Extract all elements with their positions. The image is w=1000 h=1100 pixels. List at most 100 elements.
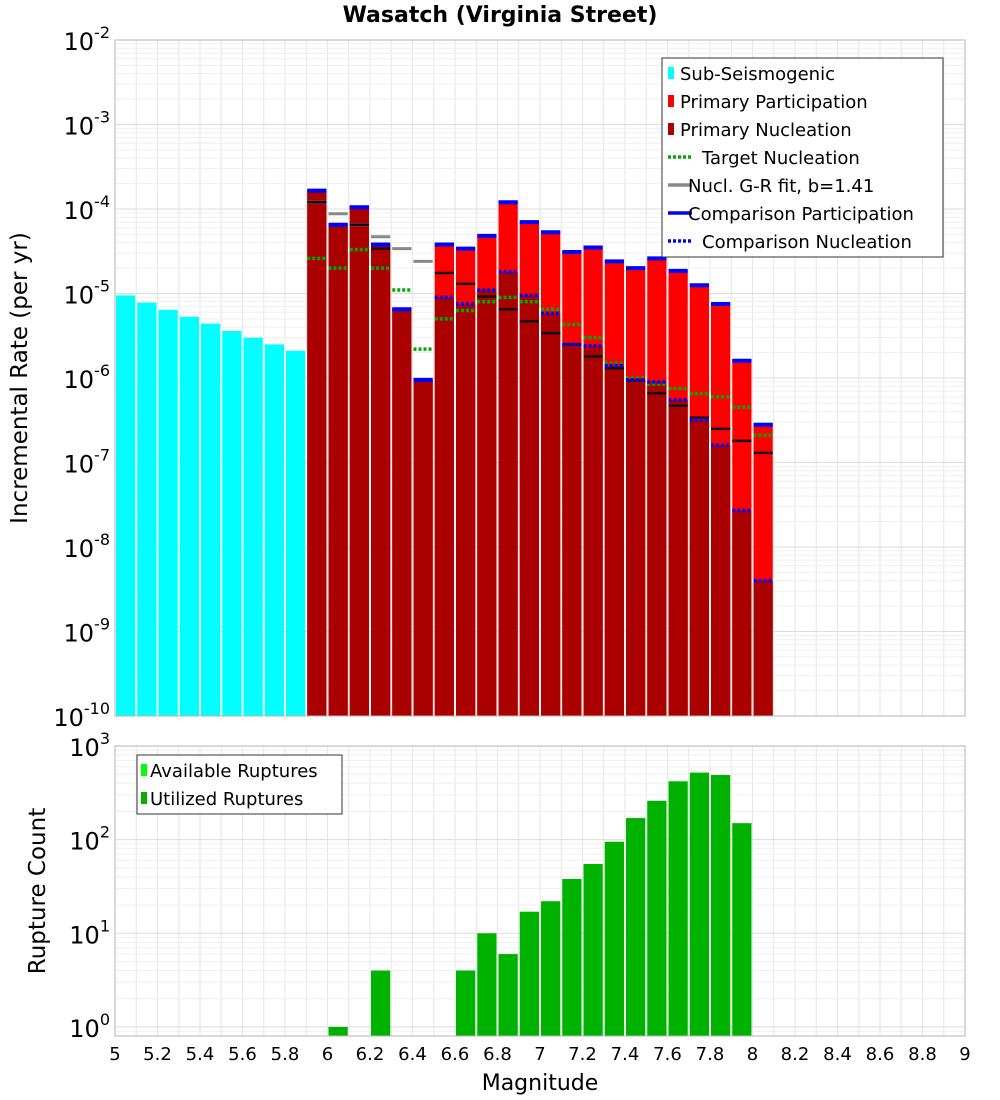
x-tick-label: 7 — [534, 1044, 545, 1065]
y-tick-label: 10-5 — [64, 277, 111, 310]
y-tick-label: 10-8 — [64, 530, 111, 563]
legend-label: Target Nucleation — [701, 148, 860, 169]
x-tick-label: 6.2 — [356, 1044, 385, 1065]
x-tick-label: 8.2 — [781, 1044, 810, 1065]
legend-label: Primary Nucleation — [680, 120, 852, 141]
primary-nucleation-bar — [307, 190, 327, 716]
target-nucleation-markers — [307, 247, 773, 438]
y-tick-label: 10-3 — [64, 108, 111, 141]
legend-label: Primary Participation — [680, 92, 868, 113]
utilized-ruptures-bar — [562, 878, 582, 1036]
legend-label: Comparison Participation — [688, 204, 914, 225]
x-tick-label: 8.4 — [823, 1044, 852, 1065]
primary-nucleation-bar — [349, 207, 369, 716]
utilized-ruptures-bar — [583, 863, 603, 1036]
primary-nucleation-bar — [647, 381, 667, 716]
x-tick-label: 6.4 — [398, 1044, 427, 1065]
primary-nucleation-bar — [668, 399, 688, 716]
count-legend: Available Ruptures Utilized Ruptures — [136, 754, 343, 815]
count-y-tick-label: 101 — [69, 916, 110, 949]
utilized-ruptures-bar — [604, 841, 624, 1036]
primary-nucleation-bar — [583, 345, 603, 716]
x-tick-label: 5.6 — [228, 1044, 257, 1065]
count-y-tick-label: 102 — [69, 823, 110, 856]
utilized-ruptures-bar — [689, 772, 709, 1036]
legend-label: Utilized Ruptures — [150, 789, 303, 810]
sub-seismogenic-bar — [137, 302, 157, 716]
x-tick-label: 5.8 — [271, 1044, 300, 1065]
y-tick-label: 10-2 — [64, 23, 111, 56]
legend-label: Nucl. G-R fit, b=1.41 — [688, 176, 874, 197]
primary-nucleation-bar — [413, 379, 433, 716]
x-tick-label: 5.2 — [143, 1044, 172, 1065]
utilized-ruptures-bar — [477, 933, 497, 1036]
utilized-ruptures-bar — [456, 970, 476, 1036]
sub-seismogenic-bar — [264, 344, 284, 716]
sub-seismogenic-bar — [201, 323, 221, 716]
utilized-ruptures-bar — [732, 823, 752, 1036]
comparison-nucleation-markers — [328, 205, 773, 583]
primary-nucleation-bar — [626, 379, 646, 716]
x-tick-label: 9 — [959, 1044, 970, 1065]
count-y-tick-label: 100 — [69, 1010, 110, 1043]
x-axis-label: Magnitude — [482, 1071, 599, 1096]
count-bars — [328, 772, 752, 1036]
primary-nucleation-bar — [711, 445, 731, 716]
primary-nucleation-bar — [477, 290, 497, 716]
legend-label: Available Ruptures — [150, 761, 318, 782]
x-tick-label: 6.8 — [483, 1044, 512, 1065]
primary-nucleation-bar — [434, 297, 454, 716]
sub-seismogenic-bar — [286, 350, 306, 716]
utilized-ruptures-bar — [519, 911, 539, 1036]
legend-swatch — [668, 123, 674, 135]
x-tick-label: 6 — [322, 1044, 333, 1065]
utilized-ruptures-bar — [626, 818, 646, 1036]
primary-nucleation-bar — [519, 295, 539, 716]
utilized-ruptures-bar — [371, 970, 391, 1036]
sub-seismogenic-bar — [116, 295, 136, 716]
y-tick-label: 10-7 — [64, 446, 111, 479]
utilized-ruptures-bar — [668, 781, 688, 1036]
y-axis-label: Incremental Rate (per yr) — [7, 232, 33, 524]
count-y-axis-label: Rupture Count — [25, 808, 51, 974]
sub-seismogenic-bar — [243, 337, 263, 716]
x-tick-label: 7.2 — [568, 1044, 597, 1065]
sub-seismogenic-bar — [179, 316, 199, 716]
primary-nucleation-bar — [541, 313, 561, 716]
y-tick-label: 10-9 — [64, 615, 111, 648]
gr-fit-black-markers — [307, 201, 773, 455]
count-y-tick-label: 103 — [69, 729, 110, 762]
utilized-ruptures-bar — [498, 954, 518, 1036]
legend-swatch — [668, 95, 674, 107]
primary-nucleation-bar — [456, 304, 476, 716]
rate-plot-border — [114, 39, 966, 717]
legend-label: Comparison Nucleation — [702, 232, 912, 253]
utilized-ruptures-bar — [647, 800, 667, 1036]
utilized-ruptures-bar — [328, 1026, 348, 1036]
comparison-participation-markers — [307, 188, 773, 427]
x-tick-label: 7.4 — [611, 1044, 640, 1065]
count-plot-border — [114, 745, 966, 1037]
primary-nucleation-bar — [371, 244, 391, 716]
utilized-ruptures-bar — [711, 775, 731, 1036]
x-tick-label: 5.4 — [186, 1044, 215, 1065]
y-tick-label: 10-10 — [53, 699, 110, 732]
primary-nucleation-bar — [689, 419, 709, 716]
primary-nucleation-bar — [732, 510, 752, 716]
primary-nucleation-bar — [562, 344, 582, 716]
sub-seismogenic-bar — [158, 309, 178, 716]
y-tick-label: 10-6 — [64, 361, 111, 394]
primary-nucleation-bar — [328, 224, 348, 716]
legend-swatch — [141, 764, 147, 776]
x-tick-label: 8.6 — [866, 1044, 895, 1065]
x-tick-label: 8 — [747, 1044, 758, 1065]
x-tick-label: 5 — [109, 1044, 120, 1065]
y-tick-label: 10-4 — [64, 192, 111, 225]
legend-label: Sub-Seismogenic — [680, 64, 835, 85]
legend-swatch — [668, 67, 674, 79]
sub-seismogenic-bar — [222, 330, 242, 716]
primary-nucleation-bar — [604, 365, 624, 716]
chart-title: Wasatch (Virginia Street) — [343, 3, 658, 28]
x-tick-label: 7.8 — [696, 1044, 725, 1065]
